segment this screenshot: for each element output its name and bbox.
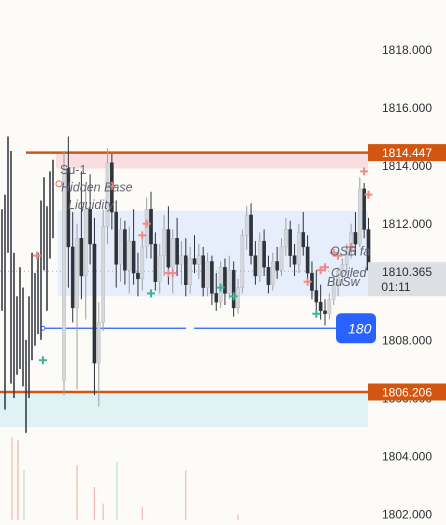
candle-body (84, 209, 87, 276)
supply-zone (56, 153, 368, 169)
candle-body (93, 244, 96, 363)
candle-body (215, 293, 218, 302)
lower-level-label: 1806.206 (382, 386, 432, 400)
candle-body (358, 189, 361, 244)
candle-body (119, 229, 122, 264)
candle-body (223, 267, 226, 293)
candle-body (280, 247, 283, 270)
candle-body (249, 215, 252, 256)
candle-body (162, 229, 165, 255)
candle-body (263, 241, 266, 267)
candle-body (132, 241, 135, 273)
candle-body (293, 256, 296, 265)
candle-body (241, 235, 244, 287)
candle-body (210, 261, 213, 293)
blue-level-label: 180 (348, 320, 372, 336)
candle-body (123, 229, 126, 270)
price-tick-label: 1802.000 (382, 508, 432, 520)
candle-body (302, 232, 305, 247)
candle-body (171, 238, 174, 267)
candle-body (193, 259, 196, 265)
candle (102, 209, 105, 331)
annotation-text: Hidden Base (61, 180, 133, 194)
current-price-label: 1810.365 (382, 265, 432, 279)
annotation-text: Su-1 (60, 163, 86, 177)
price-tick-label: 1814.000 (382, 159, 432, 173)
candle-body (184, 256, 187, 285)
candle-body (232, 270, 235, 308)
candle-body (158, 256, 161, 282)
price-tick-label: 1816.000 (382, 101, 432, 115)
countdown-label: 01:11 (381, 280, 410, 294)
candle-body (167, 229, 170, 267)
candle-body (315, 291, 318, 303)
annotation-text: BuSw (327, 275, 361, 289)
price-tick-label: 1812.000 (382, 217, 432, 231)
candle-body (267, 267, 270, 284)
candle-body (258, 241, 261, 276)
candle-body (80, 238, 83, 276)
candle-body (206, 261, 209, 287)
candle-body (189, 259, 192, 285)
candle-body (202, 256, 205, 288)
candle-body (289, 229, 292, 255)
candle-body (254, 256, 257, 276)
candle-body (62, 168, 65, 380)
candle-body (197, 256, 200, 265)
candle-body (297, 232, 300, 264)
candle-body (75, 238, 78, 308)
candle-body (106, 163, 109, 227)
price-tick-label: 1818.000 (382, 43, 432, 57)
candle-body (115, 212, 118, 264)
candle-body (284, 229, 287, 246)
candle-body (180, 256, 183, 265)
candle-body (323, 311, 326, 314)
candle-body (154, 244, 157, 282)
candle-body (102, 227, 105, 323)
candle-body (97, 322, 100, 363)
candle-body (354, 232, 357, 244)
candle-body (176, 238, 179, 264)
candle-body (328, 299, 331, 314)
candle-body (271, 261, 274, 284)
annotation-text: OSB fa (330, 244, 370, 258)
candle-body (136, 273, 139, 279)
candle-body (228, 270, 231, 293)
price-tick-label: 1804.000 (382, 450, 432, 464)
candle-body (89, 209, 92, 244)
candle-body (276, 261, 279, 270)
annotation-text: Liquidity (68, 198, 115, 212)
demand-zone (0, 392, 368, 427)
upper-level-label: 1814.447 (382, 146, 432, 160)
candle-body (145, 209, 148, 247)
candle-body (128, 241, 131, 270)
candle-body (306, 247, 309, 273)
candle-body (71, 247, 74, 308)
candle-body (245, 215, 248, 235)
candle-body (319, 302, 322, 311)
price-tick-label: 1808.000 (382, 333, 432, 347)
candle-body (149, 209, 152, 244)
candle-body (141, 247, 144, 279)
candle-body (236, 288, 239, 308)
candle (241, 229, 244, 293)
